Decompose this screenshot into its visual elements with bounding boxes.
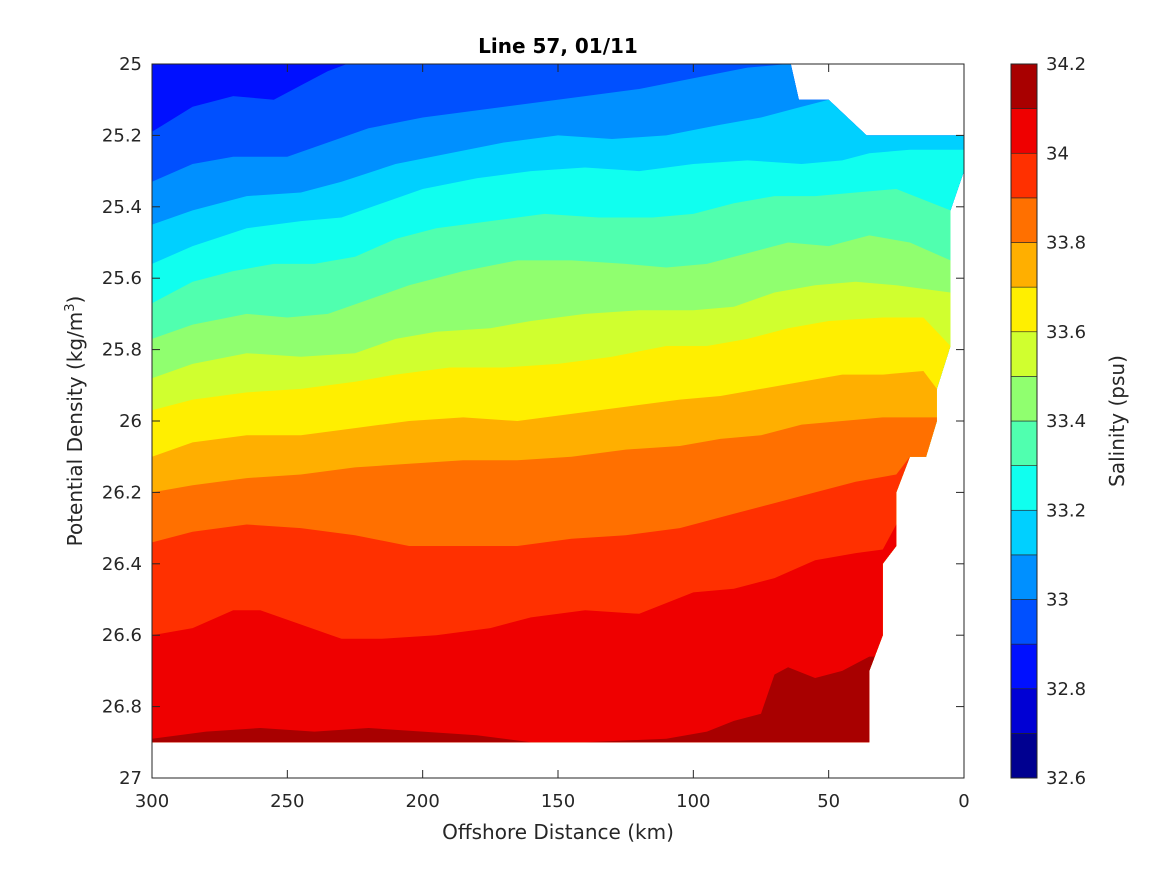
y-tick-label: 25.8	[102, 340, 142, 361]
y-tick-label: 25.4	[102, 197, 142, 218]
colorbar-band-32.6	[1010, 733, 1038, 779]
colorbar-tick-label: 32.8	[1046, 679, 1086, 700]
y-tick-label: 26.8	[102, 697, 142, 718]
colorbar-tick-label: 33.6	[1046, 322, 1086, 343]
y-tick-label: 26	[119, 411, 142, 432]
colorbar-band-32.8	[1010, 643, 1038, 690]
colorbar-band-33.8	[1010, 197, 1038, 243]
colorbar-band-33	[1010, 554, 1038, 600]
y-tick-label: 26.4	[102, 554, 142, 575]
colorbar-band-34	[1010, 108, 1038, 154]
colorbar-tick-label: 32.6	[1046, 768, 1086, 789]
y-tick-label: 25	[119, 54, 142, 75]
y-axis-label: Potential Density (kg/m3)	[63, 296, 87, 547]
colorbar-band-34.1	[1010, 63, 1038, 109]
colorbar-tick-label: 33.4	[1046, 411, 1086, 432]
y-tick-label: 25.2	[102, 125, 142, 146]
x-tick-label: 100	[676, 791, 710, 812]
colorbar-box	[1010, 63, 1038, 779]
colorbar-tick-label: 34.2	[1046, 54, 1086, 75]
colorbar-tick-label: 33.2	[1046, 500, 1086, 521]
x-tick-label: 300	[135, 791, 169, 812]
y-tick-label: 26.2	[102, 482, 142, 503]
x-tick-label: 150	[541, 791, 575, 812]
colorbar-tick-label: 33	[1046, 590, 1069, 611]
colorbar-band-33.2	[1010, 465, 1038, 511]
x-tick-label: 250	[270, 791, 304, 812]
colorbar-band-33.3	[1010, 420, 1038, 466]
y-axis-ticks: 25 25.2 25.4 25.6 25.8 26 26.2 26.4 26.6 26.8 27	[102, 54, 964, 789]
y-axis-label-close: )	[63, 296, 87, 304]
y-axis-label-superscript: 3	[63, 303, 78, 311]
x-tick-label: 50	[817, 791, 840, 812]
y-tick-label: 27	[119, 768, 142, 789]
y-tick-label: 25.6	[102, 268, 142, 289]
chart-title: Line 57, 01/11	[478, 34, 638, 58]
x-tick-label: 200	[405, 791, 439, 812]
contour-fills	[152, 64, 964, 743]
contour-band-34.1	[152, 656, 964, 743]
colorbar-tick-label: 34	[1046, 143, 1069, 164]
colorbar-band-33.4	[1010, 376, 1038, 422]
colorbar-bands	[1010, 63, 1038, 779]
colorbar-ticks: 32.6 32.8 33 33.2 33.4 33.6 33.8 34 34.2	[1046, 54, 1086, 789]
colorbar-band-32.9	[1010, 599, 1038, 645]
x-axis-ticks: 300 250 200 150 100 50 0	[135, 64, 970, 812]
colorbar-tick-label: 33.8	[1046, 233, 1086, 254]
colorbar-label: Salinity (psu)	[1105, 355, 1129, 487]
colorbar-band-33.6	[1010, 286, 1038, 333]
y-axis-label-main: Potential Density (kg/m	[63, 312, 87, 547]
plot-area: 300 250 200 150 100 50 0 2525.225.425.625.8262…	[102, 54, 970, 812]
x-tick-label: 0	[958, 791, 969, 812]
colorbar-band-33.5	[1010, 331, 1038, 377]
colorbar-band-33.9	[1010, 152, 1038, 199]
colorbar-band-33.1	[1010, 509, 1038, 556]
colorbar-band-33.7	[1010, 242, 1038, 288]
x-axis-label: Offshore Distance (km)	[442, 820, 674, 844]
colorbar: 32.6 32.8 33 33.2 33.4 33.6 33.8 34 34.2	[1010, 54, 1086, 789]
colorbar-band-32.7	[1010, 688, 1038, 734]
y-tick-label: 26.6	[102, 625, 142, 646]
